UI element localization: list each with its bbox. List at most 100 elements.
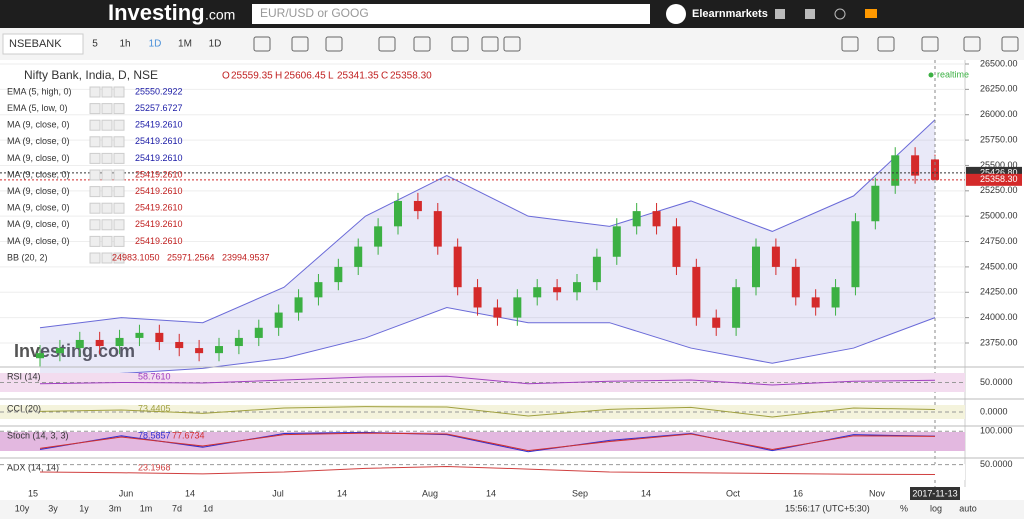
indicator-button[interactable] bbox=[101, 152, 113, 164]
indicator-button[interactable] bbox=[113, 219, 125, 231]
indicator-button[interactable] bbox=[101, 103, 113, 115]
indicator-button[interactable] bbox=[89, 152, 101, 164]
logo[interactable]: Investing bbox=[108, 0, 205, 25]
tool-icon[interactable] bbox=[481, 36, 499, 52]
candle-body bbox=[234, 337, 243, 347]
indicator-button[interactable] bbox=[89, 186, 101, 198]
tool-icon[interactable] bbox=[253, 36, 271, 52]
indicator-button[interactable] bbox=[89, 252, 101, 264]
indicator-button[interactable] bbox=[101, 252, 113, 264]
scale-option[interactable]: auto bbox=[959, 503, 977, 513]
y-tick-label: 25250.00 bbox=[980, 185, 1018, 195]
indicator-button[interactable] bbox=[89, 119, 101, 131]
indicator-button[interactable] bbox=[89, 219, 101, 231]
indicator-button[interactable] bbox=[113, 152, 125, 164]
tool-icon[interactable] bbox=[378, 36, 396, 52]
scale-option[interactable]: % bbox=[900, 503, 908, 513]
indicator-button[interactable] bbox=[113, 252, 125, 264]
range-button[interactable]: 10y bbox=[15, 503, 30, 513]
candle-body bbox=[155, 332, 164, 342]
indicator-button[interactable] bbox=[101, 235, 113, 247]
tool-icon[interactable] bbox=[1001, 36, 1019, 52]
range-button[interactable]: 1m bbox=[140, 503, 153, 513]
indicator-button[interactable] bbox=[113, 202, 125, 214]
avatar[interactable] bbox=[666, 4, 686, 24]
tool-icon[interactable] bbox=[451, 36, 469, 52]
search-box[interactable] bbox=[252, 4, 650, 24]
scale-option[interactable]: log bbox=[930, 503, 942, 513]
indicator-button[interactable] bbox=[101, 86, 113, 98]
date-label: Jul bbox=[272, 488, 284, 498]
date-label: 15 bbox=[28, 488, 38, 498]
y-tick-label: 23750.00 bbox=[980, 337, 1018, 347]
range-button[interactable]: 7d bbox=[172, 503, 182, 513]
pane-tick-label: 50.0000 bbox=[980, 377, 1013, 387]
indicator-button[interactable] bbox=[89, 136, 101, 148]
range-button[interactable]: 3m bbox=[109, 503, 122, 513]
indicator-button[interactable] bbox=[89, 169, 101, 181]
indicator-button[interactable] bbox=[113, 169, 125, 181]
pane-value: 23.1968 bbox=[138, 462, 171, 472]
interval-button[interactable]: 1D bbox=[209, 39, 222, 50]
tool-icon[interactable] bbox=[877, 36, 895, 52]
indicator-button[interactable] bbox=[113, 186, 125, 198]
user-name[interactable]: Elearnmarkets bbox=[692, 8, 768, 20]
indicator-button[interactable] bbox=[89, 86, 101, 98]
tool-icon[interactable] bbox=[413, 36, 431, 52]
indicator-button[interactable] bbox=[113, 86, 125, 98]
y-tick-label: 26500.00 bbox=[980, 58, 1018, 68]
candle-body bbox=[135, 332, 144, 338]
indicator-button[interactable] bbox=[101, 186, 113, 198]
interval-button[interactable]: 1h bbox=[119, 39, 130, 50]
indicator-line bbox=[39, 465, 936, 475]
candle-body bbox=[712, 317, 721, 328]
candle-body bbox=[811, 297, 820, 308]
range-button[interactable]: 1y bbox=[79, 503, 89, 513]
date-label: 14 bbox=[641, 488, 651, 498]
indicator-value: 25419.2610 bbox=[135, 136, 183, 146]
y-tick-label: 24250.00 bbox=[980, 287, 1018, 297]
range-button[interactable]: 3y bbox=[48, 503, 58, 513]
tool-icon[interactable] bbox=[291, 36, 309, 52]
bb-line bbox=[39, 306, 936, 380]
interval-button[interactable]: 1D bbox=[149, 39, 162, 50]
pane-value: 77.6734 bbox=[172, 430, 205, 440]
indicator-button[interactable] bbox=[101, 169, 113, 181]
indicator-button[interactable] bbox=[101, 119, 113, 131]
indicator-button[interactable] bbox=[113, 119, 125, 131]
candle-body bbox=[592, 256, 601, 283]
indicator-button[interactable] bbox=[101, 202, 113, 214]
portfolio-icon[interactable] bbox=[805, 9, 815, 19]
tool-icon[interactable] bbox=[841, 36, 859, 52]
candle-body bbox=[652, 211, 661, 227]
bell-icon[interactable] bbox=[775, 9, 785, 19]
indicator-button[interactable] bbox=[89, 103, 101, 115]
interval-button[interactable]: 5 bbox=[92, 39, 98, 50]
indicator-button[interactable] bbox=[113, 136, 125, 148]
candle-body bbox=[573, 282, 581, 293]
candle-body bbox=[831, 287, 840, 308]
symbol-box[interactable] bbox=[2, 33, 84, 55]
range-button[interactable]: 1d bbox=[203, 503, 213, 513]
pane-tick-label: 100.000 bbox=[980, 426, 1013, 436]
candle-body bbox=[55, 348, 64, 354]
watermark: Investing.com bbox=[14, 341, 135, 361]
pane-name: ADX (14, 14) bbox=[7, 462, 59, 472]
interval-button[interactable]: 1M bbox=[178, 39, 192, 50]
tool-icon[interactable] bbox=[503, 36, 521, 52]
candle-body bbox=[453, 246, 462, 288]
pane-name: CCI (20) bbox=[7, 403, 41, 413]
clock-icon[interactable] bbox=[834, 8, 846, 20]
tool-icon[interactable] bbox=[963, 36, 981, 52]
indicator-button[interactable] bbox=[89, 235, 101, 247]
flag-icon[interactable] bbox=[865, 9, 877, 18]
indicator-button[interactable] bbox=[101, 136, 113, 148]
legend: Nifty Bank, India, D, NSE O 25559.35 H 25606… bbox=[7, 68, 432, 264]
price-tag-label: 25358.30 bbox=[980, 174, 1018, 184]
tool-icon[interactable] bbox=[921, 36, 939, 52]
indicator-button[interactable] bbox=[101, 219, 113, 231]
indicator-button[interactable] bbox=[89, 202, 101, 214]
indicator-button[interactable] bbox=[113, 235, 125, 247]
indicator-button[interactable] bbox=[113, 103, 125, 115]
tool-icon[interactable] bbox=[325, 36, 343, 52]
